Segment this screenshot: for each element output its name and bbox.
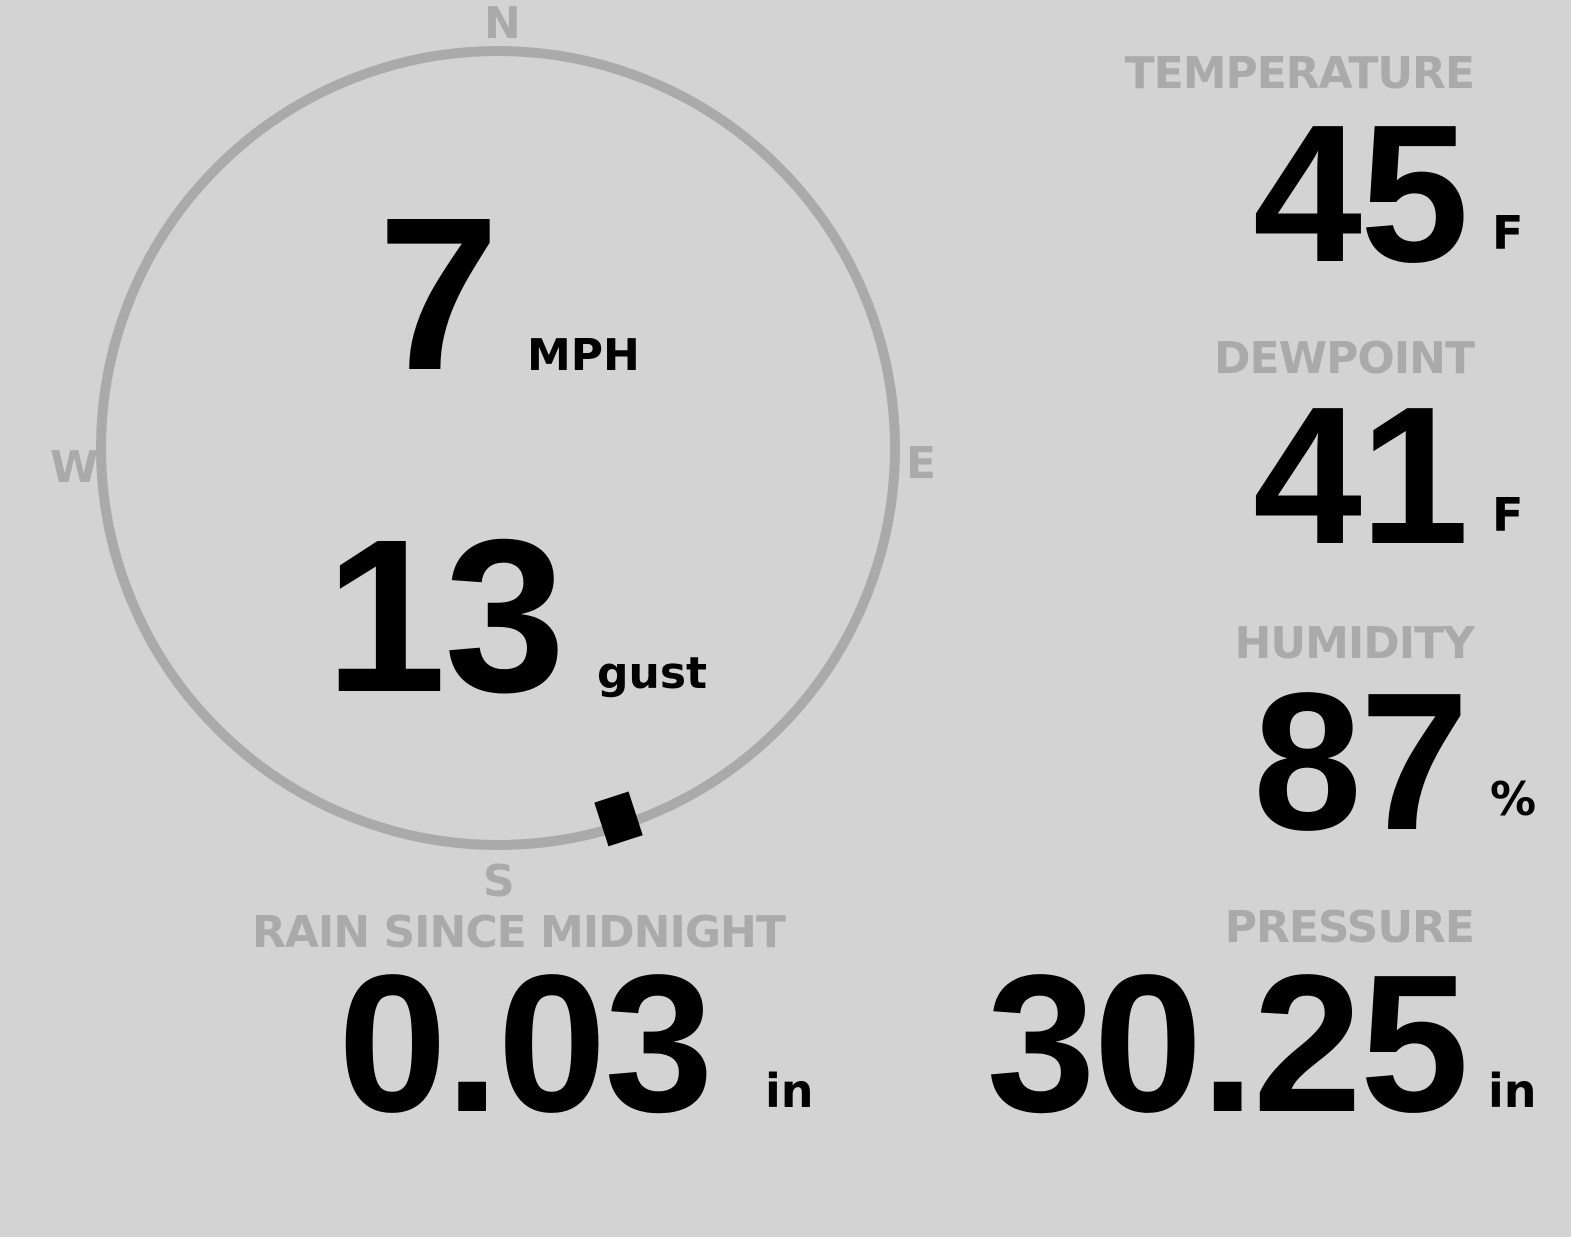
compass-north-label: N bbox=[484, 0, 521, 49]
pressure-unit: in bbox=[1488, 1064, 1537, 1118]
dewpoint-value: 41 bbox=[1252, 366, 1469, 585]
humidity-label: HUMIDITY bbox=[1234, 618, 1475, 669]
rain-label: RAIN SINCE MIDNIGHT bbox=[252, 907, 786, 958]
compass-south-label: S bbox=[483, 856, 515, 907]
pressure-value: 30.25 bbox=[986, 934, 1469, 1153]
dewpoint-label: DEWPOINT bbox=[1214, 333, 1475, 384]
dewpoint-unit: F bbox=[1492, 488, 1524, 542]
pressure-label: PRESSURE bbox=[1224, 902, 1475, 953]
compass-east-label: E bbox=[906, 438, 937, 489]
compass-ring bbox=[96, 46, 900, 850]
wind-gust-unit: gust bbox=[597, 648, 708, 699]
humidity-unit: % bbox=[1490, 772, 1537, 826]
humidity-value: 87 bbox=[1252, 652, 1469, 871]
temperature-value: 45 bbox=[1252, 84, 1469, 303]
rain-value: 0.03 bbox=[338, 934, 713, 1153]
wind-speed-unit: MPH bbox=[527, 330, 640, 381]
temperature-unit: F bbox=[1492, 206, 1524, 260]
compass-west-label: W bbox=[50, 442, 99, 493]
temperature-label: TEMPERATURE bbox=[1124, 48, 1475, 99]
wind-direction-pointer bbox=[594, 791, 643, 847]
wind-speed-value: 7 bbox=[378, 173, 499, 416]
rain-unit: in bbox=[765, 1064, 814, 1118]
wind-gust-value: 13 bbox=[325, 495, 565, 738]
